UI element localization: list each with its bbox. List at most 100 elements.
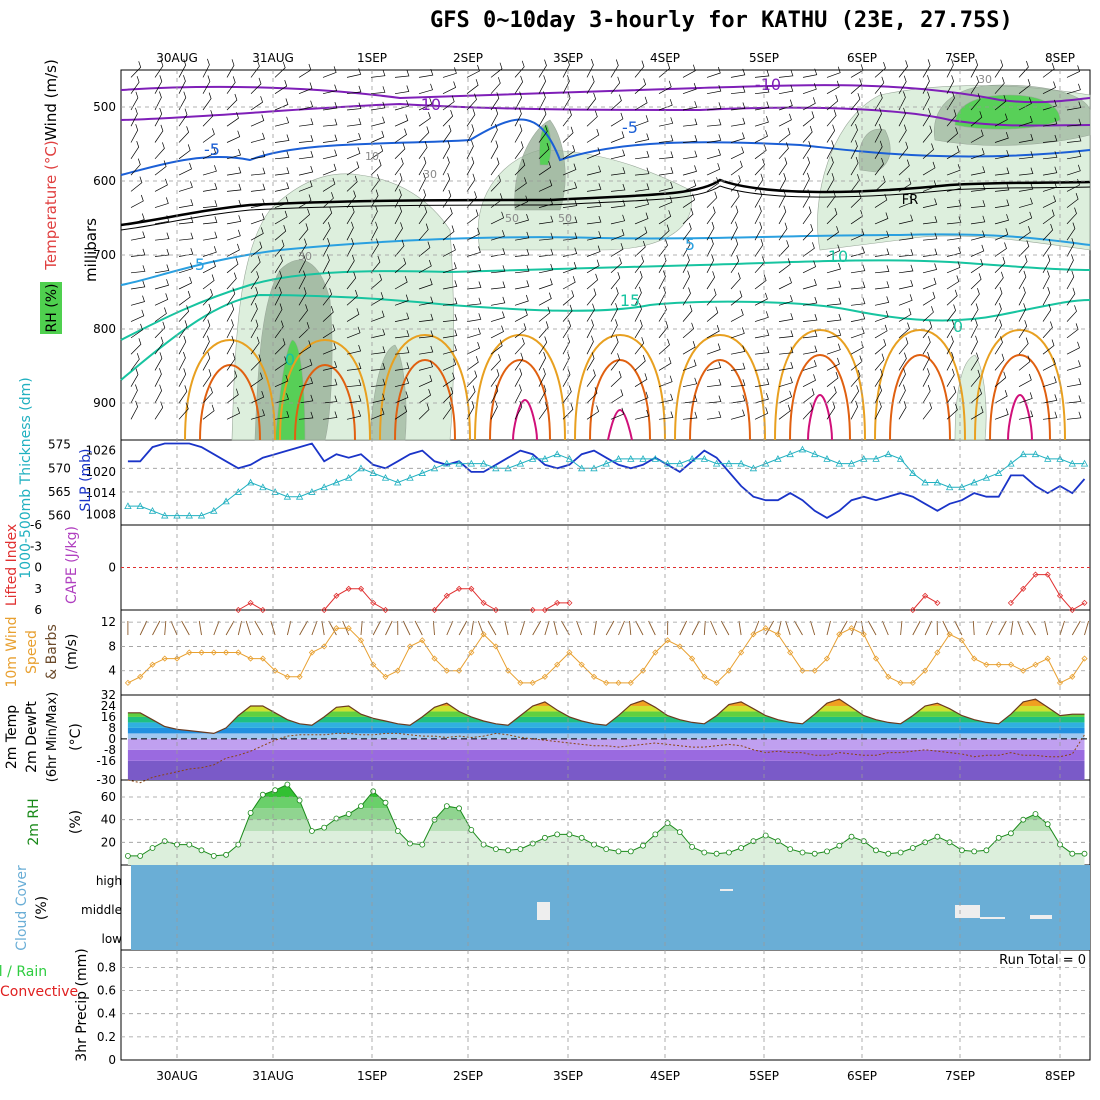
wind-barb (706, 191, 718, 208)
wind-barb (322, 395, 338, 404)
wind-barb (346, 118, 362, 127)
wind10-barb (385, 620, 393, 636)
wind10-barb (605, 620, 615, 636)
wind-barb (946, 335, 954, 355)
wind10-axis-title-c: & Barbs (44, 624, 60, 680)
wind-barb (274, 61, 286, 78)
wind-barb (466, 341, 481, 355)
contour-label: 5 (685, 235, 695, 254)
rh2m-point (848, 833, 855, 840)
wind-barb (682, 395, 698, 404)
wind-barb (274, 167, 290, 176)
wind-barb (202, 146, 217, 160)
wind-barb (682, 193, 696, 208)
rh2m-point (640, 842, 646, 849)
wind-barb (538, 278, 553, 290)
wind-barb (1018, 270, 1027, 290)
wind-barb (538, 142, 550, 160)
wind-barb (442, 344, 457, 355)
wind-barb (658, 210, 672, 225)
wind-barb (538, 161, 552, 176)
wind-barb (1042, 181, 1057, 192)
wind-barb (898, 308, 912, 322)
wind-barb (778, 127, 791, 143)
wind-barb (298, 208, 310, 225)
wind-barb (730, 238, 739, 257)
rh2m-point (787, 846, 794, 852)
wind-barb (634, 409, 650, 420)
rh2m-point (554, 831, 561, 838)
wind-barb (730, 272, 741, 290)
wind10-barb (446, 620, 454, 636)
wind-barb (346, 147, 361, 160)
wind-barb (1066, 118, 1082, 127)
wind-barb (874, 230, 890, 241)
wind-barb (538, 306, 551, 322)
wind-barb (802, 260, 817, 274)
wind-barb (322, 134, 338, 143)
wind-barb (250, 390, 265, 404)
wind-barb (418, 172, 426, 192)
rh2m-point (909, 845, 916, 851)
wind10-barb (519, 620, 526, 636)
wind10-point (259, 655, 266, 662)
rh2m-point (750, 838, 757, 845)
lifted-index-point (235, 606, 242, 614)
wind10-point (983, 661, 990, 668)
wind-barb (466, 385, 476, 404)
wind-barb (1042, 223, 1053, 241)
contour-label: 10 (828, 247, 848, 266)
wind-barb (682, 101, 698, 111)
wind-barb (370, 116, 385, 127)
wind-barb (826, 156, 834, 176)
wind-barb (922, 402, 932, 420)
rh2m-point (505, 847, 512, 854)
wind10-barb (912, 620, 921, 636)
wind-barb (538, 75, 546, 94)
lifted-index-point (247, 599, 254, 606)
rh2m-point (762, 832, 769, 839)
wind-barb (154, 368, 162, 387)
wind10-point (1044, 655, 1051, 662)
wind10-point (308, 649, 315, 656)
wind-barb (874, 281, 890, 290)
wind-barb (562, 247, 578, 257)
wind-barb (250, 167, 266, 176)
cloud-level-label: high (96, 874, 122, 888)
wind-barb (418, 330, 434, 339)
wind-barb (370, 101, 386, 111)
wind-barb (514, 141, 524, 160)
wind10-point (971, 655, 978, 662)
wind-barb (442, 372, 455, 387)
wind-barb (898, 294, 913, 306)
wind-barb (778, 113, 792, 127)
rh2m-point (652, 831, 659, 838)
wind10-barb (504, 620, 509, 636)
wind-barb (778, 142, 789, 160)
wind-barb (418, 156, 427, 176)
wind-barb (922, 368, 930, 387)
wind-barb (442, 386, 454, 404)
thickness-point (295, 492, 304, 500)
wind-barb (946, 164, 961, 176)
wind-barb (970, 319, 978, 339)
wind-barb (778, 189, 786, 208)
rh2m-point (333, 815, 340, 822)
wind-barb (658, 134, 674, 143)
wind-barb (442, 109, 453, 127)
wind-barb (970, 183, 986, 192)
wind-barb (682, 377, 698, 388)
wind-barb (562, 75, 570, 94)
cloud-level-label: middle (81, 903, 122, 917)
wind-barb (370, 86, 386, 95)
wind-barb (826, 109, 837, 127)
thickness-point (332, 478, 341, 486)
date-label-bottom: 4SEP (650, 1069, 680, 1083)
thickness-point (345, 473, 353, 481)
rh2m-point (873, 847, 879, 854)
wind-barb (514, 337, 525, 355)
wind-barb (1066, 238, 1075, 257)
wind-barb (898, 214, 914, 225)
thickness-point (774, 455, 782, 462)
wind-barb (394, 222, 403, 241)
